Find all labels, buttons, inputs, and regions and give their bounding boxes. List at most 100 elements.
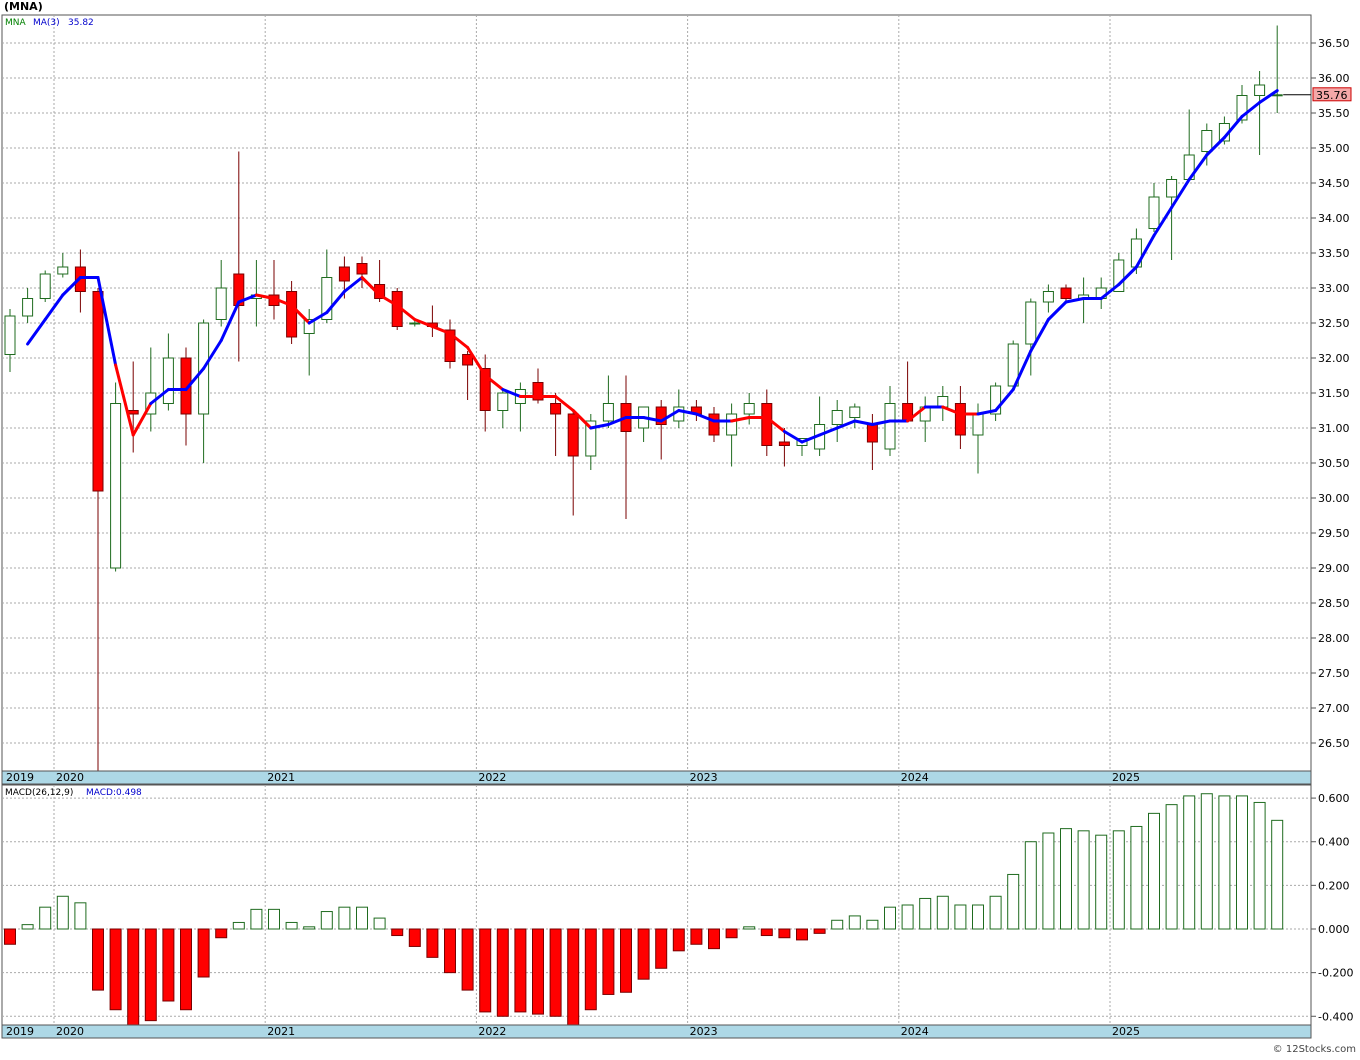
macd-bar: [1271, 819, 1284, 930]
macd-y-tick-label: -0.400: [1318, 1010, 1353, 1023]
price-y-tick-label: 33.50: [1318, 247, 1350, 260]
candle: [1254, 71, 1266, 155]
candle-body: [1060, 287, 1072, 299]
macd-bar: [1112, 830, 1125, 930]
ma-segment: [325, 290, 346, 314]
ma-segment: [254, 293, 276, 300]
ma-segment: [342, 276, 364, 293]
macd-bar: [760, 928, 773, 937]
macd-bar: [232, 921, 245, 930]
candle: [479, 354, 491, 432]
macd-x-axis-bar: [1, 1024, 1312, 1039]
ma-segment: [642, 416, 663, 423]
ma-segment: [1011, 349, 1033, 391]
price-y-tick-label: 31.00: [1318, 422, 1350, 435]
price-x-tick-label: 2021: [267, 771, 295, 784]
price-y-tick-label: 32.50: [1318, 317, 1350, 330]
macd-bar: [109, 928, 122, 1011]
macd-bar: [426, 928, 439, 958]
macd-bar: [602, 928, 615, 995]
macd-bar: [901, 904, 914, 930]
macd-bar: [848, 915, 861, 930]
candle: [497, 389, 509, 428]
candle-body: [937, 396, 949, 408]
last-price-box: [1312, 87, 1352, 102]
candle: [1148, 183, 1160, 232]
candle-body: [884, 403, 896, 450]
candle-body: [92, 291, 104, 492]
macd-bar: [39, 906, 52, 930]
macd-bar: [1024, 841, 1037, 930]
ma-segment: [1152, 206, 1174, 237]
macd-bar: [1095, 834, 1108, 930]
candle-body: [1201, 130, 1213, 152]
macd-bar: [1130, 825, 1143, 930]
macd-bar: [584, 928, 597, 1011]
macd-x-tick-label: 2024: [901, 1025, 929, 1038]
macd-bar: [461, 928, 474, 991]
ma-segment: [430, 325, 452, 335]
price-y-tick-label: 36.00: [1318, 72, 1350, 85]
macd-bar: [162, 928, 175, 1002]
ma-segment: [1258, 89, 1279, 104]
candle: [22, 288, 34, 323]
candle: [550, 393, 562, 456]
candle-body: [479, 368, 491, 411]
ma-segment: [413, 318, 434, 328]
price-y-tick-label: 34.00: [1318, 212, 1350, 225]
candle-body: [356, 263, 368, 275]
price-y-tick-label: 32.00: [1318, 352, 1350, 365]
candle-body: [972, 413, 984, 436]
macd-legend-label: MACD(26,12,9): [5, 788, 73, 798]
macd-bar: [444, 928, 456, 974]
macd-x-axis-labels: 2019 2020 2021 2022 2023 2024 2025: [6, 1025, 1140, 1038]
macd-bar: [180, 928, 192, 1011]
candle: [1060, 284, 1072, 302]
candle-body: [849, 406, 861, 418]
price-y-tick-label: 30.00: [1318, 492, 1350, 505]
candle-body: [215, 287, 227, 320]
macd-bar: [1253, 801, 1266, 930]
ma-segment: [61, 276, 82, 297]
candle-body: [303, 319, 315, 334]
price-y-tick-label: 27.00: [1318, 702, 1350, 715]
ma-segment: [782, 430, 804, 444]
price-x-tick-label: 2019: [6, 771, 34, 784]
candle: [831, 400, 843, 442]
price-legend-symbol: MNA: [5, 18, 26, 28]
candle: [1025, 298, 1037, 376]
candle-body: [4, 315, 16, 355]
candle-body: [1113, 259, 1125, 292]
ma-segment: [131, 402, 153, 437]
price-panel: [1, 14, 1312, 772]
price-y-tick-label: 33.00: [1318, 282, 1350, 295]
candle: [215, 260, 227, 327]
candle-body: [180, 357, 192, 415]
candle: [4, 309, 16, 372]
price-x-tick-label: 2020: [56, 771, 84, 784]
macd-bar: [496, 928, 509, 1017]
macd-legend-value: MACD:0.498: [86, 788, 142, 798]
candle-body: [761, 403, 773, 446]
ma-segment: [589, 423, 610, 430]
candle-body: [162, 357, 174, 404]
price-y-tick-label: 35.50: [1318, 107, 1350, 120]
ma-segment: [694, 412, 716, 423]
candle: [585, 414, 597, 470]
candle: [954, 386, 966, 449]
ma-segment: [360, 276, 382, 297]
price-x-axis-bar: [1, 770, 1312, 785]
price-y-tick-label: 35.00: [1318, 142, 1350, 155]
candle-body: [39, 273, 51, 299]
macd-bar: [250, 908, 263, 930]
macd-bar: [1165, 804, 1178, 930]
price-x-tick-label: 2023: [690, 771, 718, 784]
ma-segment: [730, 416, 751, 423]
candle-body: [743, 403, 755, 415]
macd-bar: [303, 926, 316, 930]
ma-segment: [1222, 115, 1244, 139]
price-y-tick-label: 30.50: [1318, 457, 1350, 470]
candle-body: [22, 298, 34, 317]
candle-body: [550, 403, 562, 415]
